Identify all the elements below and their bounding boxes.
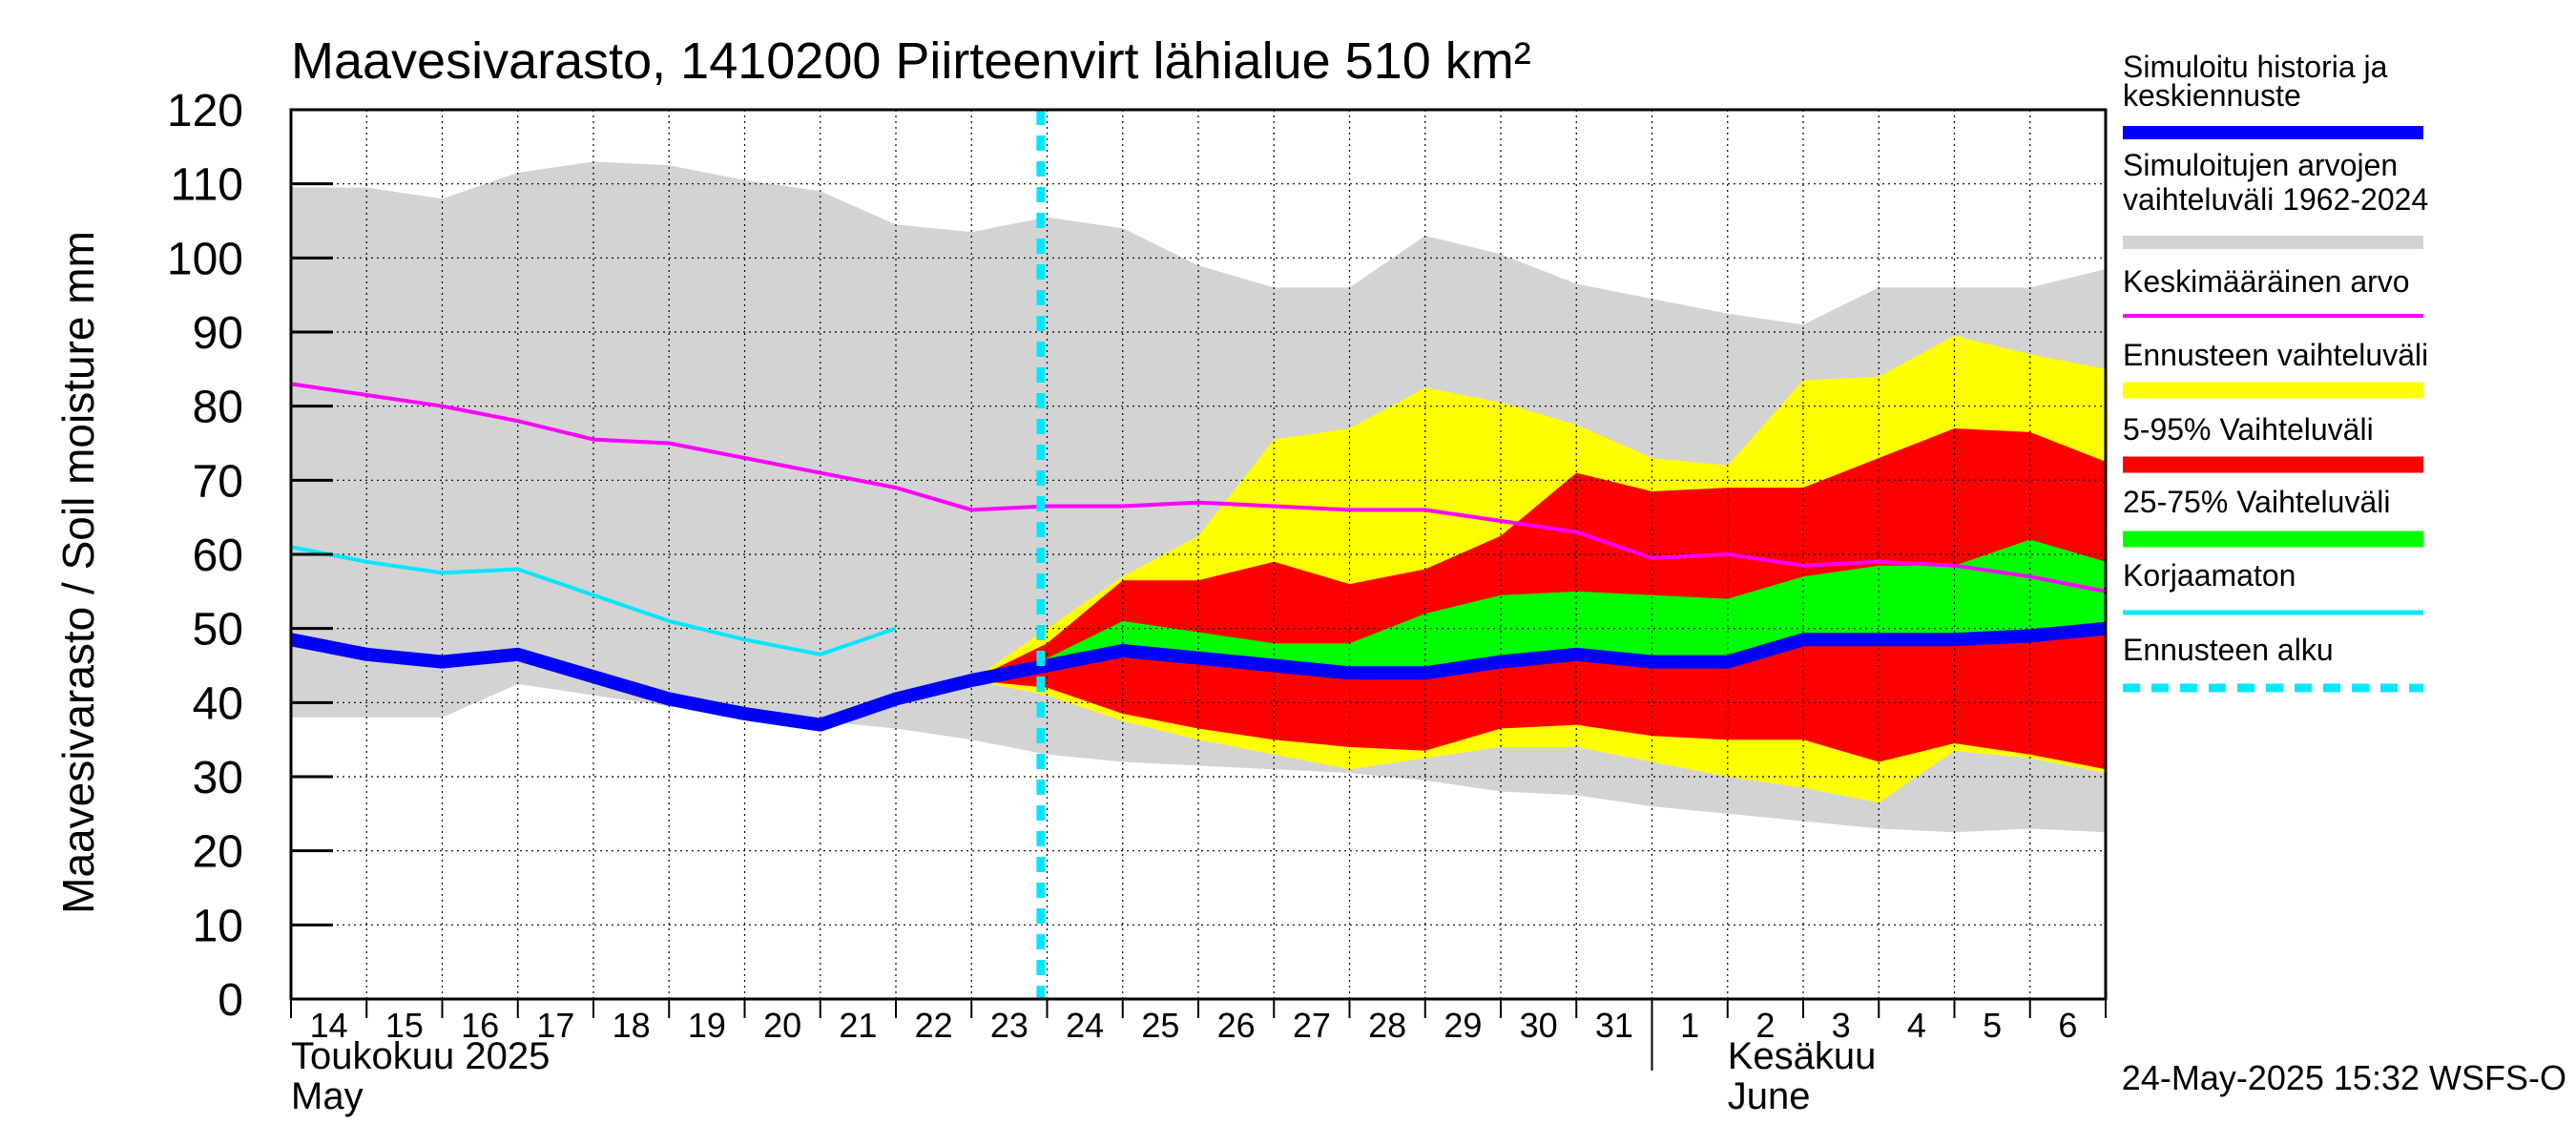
y-tick-label: 110 (170, 160, 243, 211)
grid-layer (291, 110, 2106, 999)
legend-label: keskiennuste (2123, 78, 2301, 113)
y-tick-label: 50 (193, 605, 243, 656)
month-label-en: June (1728, 1075, 1811, 1117)
x-tick-label: 2 (1755, 1006, 1775, 1045)
legend-label: Keskimääräinen arvo (2123, 264, 2410, 299)
x-tick-label: 20 (763, 1006, 801, 1045)
x-tick-label: 25 (1141, 1006, 1179, 1045)
x-tick-label: 30 (1520, 1006, 1558, 1045)
y-tick-label: 0 (218, 975, 243, 1026)
y-tick-label: 30 (193, 753, 243, 803)
x-tick-label: 27 (1293, 1006, 1331, 1045)
legend-label: 25-75% Vaihteluväli (2123, 485, 2390, 519)
y-axis-label: Maavesivarasto / Soil moisture mm (53, 231, 103, 914)
x-tick-label: 19 (688, 1006, 726, 1045)
legend-label: Korjaamaton (2123, 558, 2296, 593)
x-tick-label: 24 (1066, 1006, 1104, 1045)
x-tick-label: 31 (1595, 1006, 1633, 1045)
x-tick-label: 6 (2058, 1006, 2077, 1045)
x-tick-label: 17 (536, 1006, 574, 1045)
band-layer (291, 161, 2106, 833)
x-tick-label: 5 (1983, 1006, 2002, 1045)
line-layer (289, 110, 2107, 999)
y-tick-label: 80 (193, 383, 243, 433)
y-tick-label: 100 (167, 234, 243, 284)
x-tick-label: 21 (839, 1006, 877, 1045)
y-tick-label: 20 (193, 827, 243, 878)
x-tick-label: 29 (1444, 1006, 1482, 1045)
series-line-keskimaarainen-arvo (290, 382, 2107, 593)
x-tick-label: 1 (1680, 1006, 1699, 1045)
x-tick-label: 3 (1832, 1006, 1851, 1045)
x-tick-label: 23 (990, 1006, 1028, 1045)
month-label-fi: Kesäkuu (1728, 1035, 1877, 1077)
legend-label: Simuloitu historia ja (2123, 50, 2388, 84)
legend-label: vaihteluväli 1962-2024 (2123, 182, 2428, 217)
x-tick-label: 15 (385, 1006, 424, 1045)
x-tick-label: 4 (1907, 1006, 1926, 1045)
band-25-75-vaihteluvali (971, 539, 2106, 680)
month-label-en: May (291, 1075, 364, 1117)
x-tick-label: 22 (915, 1006, 953, 1045)
x-tick-label: 14 (310, 1006, 348, 1045)
x-tick-label: 26 (1217, 1006, 1256, 1045)
legend-label: 5-95% Vaihteluväli (2123, 412, 2374, 447)
legend-label: Ennusteen alku (2123, 633, 2334, 667)
y-tick-label: 10 (193, 901, 243, 951)
y-tick-label: 70 (193, 456, 243, 507)
x-tick-label: 28 (1368, 1006, 1406, 1045)
x-tick-label: 18 (613, 1006, 651, 1045)
y-tick-label: 60 (193, 531, 243, 581)
y-tick-label: 120 (167, 86, 243, 136)
series-line-simuloitu-historia-ja-keskiennuste (289, 621, 2107, 732)
y-tick-label: 90 (193, 308, 243, 359)
chart-title: Maavesivarasto, 1410200 Piirteenvirt läh… (291, 32, 1531, 90)
legend-label: Ennusteen vaihteluväli (2123, 338, 2428, 372)
series-line-korjaamaton (290, 545, 897, 656)
legend-label: Simuloitujen arvojen (2123, 148, 2398, 182)
x-tick-label: 16 (461, 1006, 499, 1045)
footer-timestamp: 24-May-2025 15:32 WSFS-O (2122, 1058, 2566, 1097)
y-tick-label: 40 (193, 678, 243, 729)
month-label-fi: Toukokuu 2025 (291, 1035, 550, 1077)
